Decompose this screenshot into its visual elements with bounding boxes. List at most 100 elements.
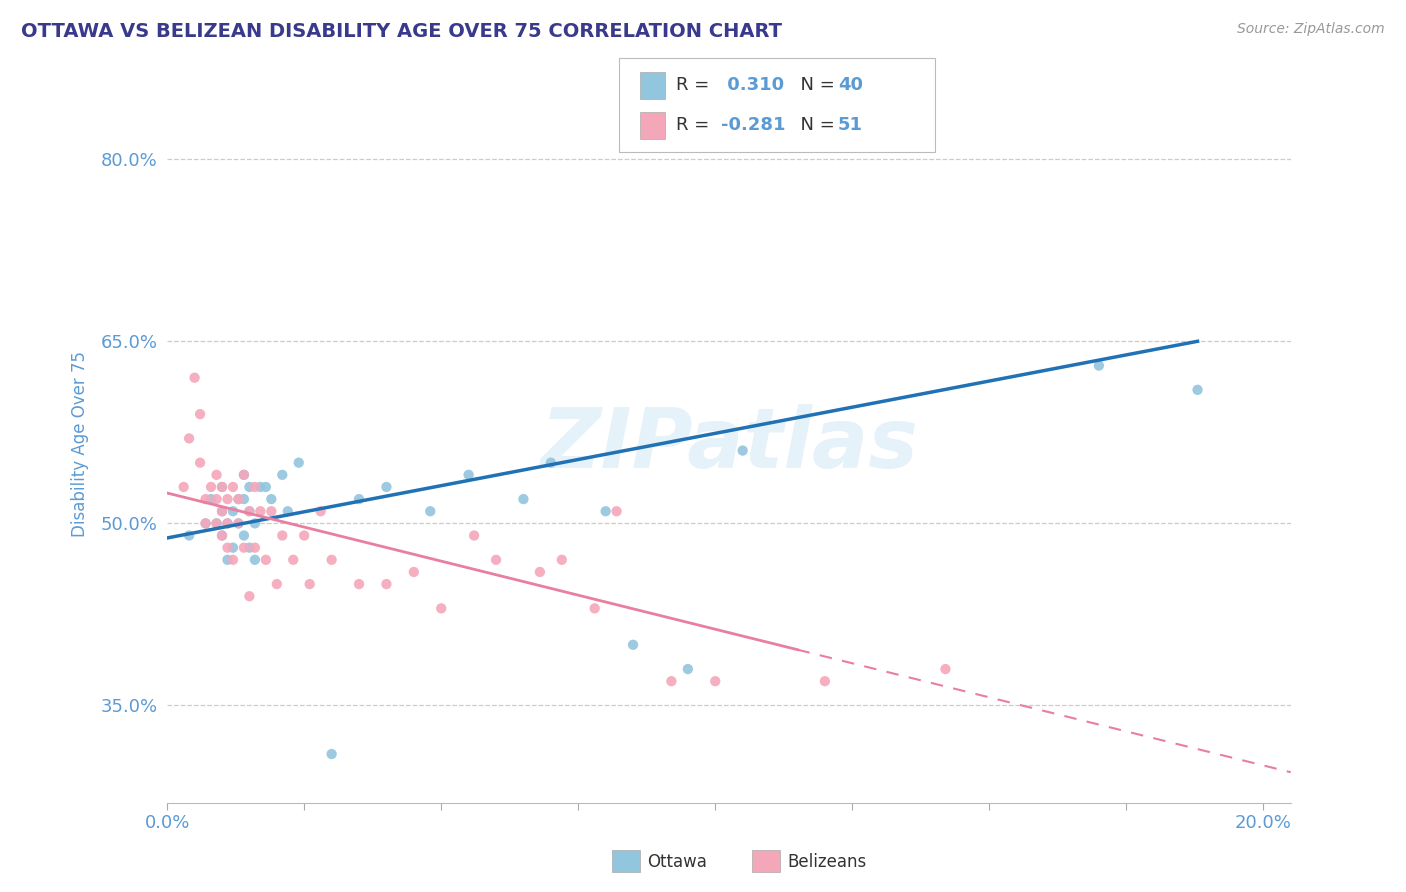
Point — [188, 407, 211, 421]
Point — [271, 467, 294, 482]
Text: N =: N = — [789, 116, 841, 135]
Point — [621, 638, 644, 652]
Text: Ottawa: Ottawa — [647, 853, 707, 871]
Point — [238, 504, 260, 518]
Point — [211, 528, 233, 542]
Point — [375, 577, 398, 591]
Point — [179, 431, 201, 445]
Point — [217, 492, 239, 507]
Point — [183, 370, 205, 384]
Point — [309, 504, 332, 518]
Point — [266, 577, 288, 591]
Point — [228, 516, 250, 531]
Point — [211, 504, 233, 518]
Point — [271, 528, 294, 542]
Text: 40: 40 — [838, 77, 863, 95]
Point — [292, 528, 315, 542]
Point — [731, 443, 754, 458]
Text: Belizeans: Belizeans — [787, 853, 866, 871]
Point — [254, 480, 277, 494]
Point — [232, 541, 254, 555]
Point — [217, 516, 239, 531]
Point — [463, 528, 485, 542]
Point — [205, 516, 228, 531]
Text: -0.281: -0.281 — [721, 116, 786, 135]
Point — [540, 456, 562, 470]
Point — [375, 480, 398, 494]
Point — [232, 528, 254, 542]
Point — [457, 467, 479, 482]
Text: R =: R = — [676, 116, 716, 135]
Point — [228, 492, 250, 507]
Point — [551, 553, 574, 567]
Point — [194, 516, 217, 531]
Point — [934, 662, 956, 676]
Point — [676, 662, 699, 676]
Point — [228, 516, 250, 531]
Text: 0.310: 0.310 — [721, 77, 785, 95]
Point — [583, 601, 606, 615]
Point — [205, 467, 228, 482]
Point — [211, 504, 233, 518]
Point — [243, 516, 266, 531]
Text: N =: N = — [789, 77, 841, 95]
Point — [243, 541, 266, 555]
Point — [606, 504, 628, 518]
Point — [238, 541, 260, 555]
Point — [200, 492, 222, 507]
Point — [298, 577, 321, 591]
Point — [529, 565, 551, 579]
Point — [228, 492, 250, 507]
Point — [217, 541, 239, 555]
Point — [1187, 383, 1209, 397]
Point — [347, 577, 370, 591]
Point — [347, 492, 370, 507]
Point — [321, 747, 343, 761]
Text: Source: ZipAtlas.com: Source: ZipAtlas.com — [1237, 22, 1385, 37]
Point — [814, 674, 837, 689]
Point — [238, 504, 260, 518]
Point — [211, 480, 233, 494]
Point — [222, 480, 245, 494]
Text: ZIPatlas: ZIPatlas — [540, 404, 918, 485]
Point — [205, 492, 228, 507]
Point — [222, 541, 245, 555]
Point — [595, 504, 617, 518]
Y-axis label: Disability Age Over 75: Disability Age Over 75 — [72, 351, 89, 538]
Text: 51: 51 — [838, 116, 863, 135]
Text: OTTAWA VS BELIZEAN DISABILITY AGE OVER 75 CORRELATION CHART: OTTAWA VS BELIZEAN DISABILITY AGE OVER 7… — [21, 22, 782, 41]
Point — [217, 516, 239, 531]
Point — [283, 553, 305, 567]
Point — [222, 553, 245, 567]
Point — [1088, 359, 1111, 373]
Point — [277, 504, 299, 518]
Point — [485, 553, 508, 567]
Point — [179, 528, 201, 542]
Point — [194, 492, 217, 507]
Point — [287, 456, 309, 470]
Text: R =: R = — [676, 77, 716, 95]
Point — [232, 467, 254, 482]
Point — [173, 480, 195, 494]
Point — [222, 504, 245, 518]
Point — [260, 492, 283, 507]
Point — [321, 553, 343, 567]
Point — [260, 504, 283, 518]
Point — [243, 480, 266, 494]
Point — [430, 601, 453, 615]
Point — [211, 528, 233, 542]
Point — [243, 553, 266, 567]
Point — [232, 467, 254, 482]
Point — [419, 504, 441, 518]
Point — [249, 480, 271, 494]
Point — [200, 480, 222, 494]
Point — [512, 492, 534, 507]
Point — [254, 553, 277, 567]
Point — [232, 492, 254, 507]
Point — [217, 553, 239, 567]
Point — [704, 674, 727, 689]
Point — [238, 480, 260, 494]
Point — [205, 516, 228, 531]
Point — [238, 589, 260, 603]
Point — [211, 480, 233, 494]
